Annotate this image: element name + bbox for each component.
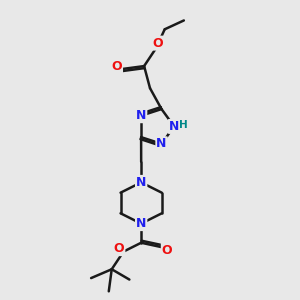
Text: N: N <box>136 109 146 122</box>
Text: O: O <box>111 60 122 73</box>
Text: N: N <box>136 176 146 189</box>
Text: N: N <box>136 217 146 230</box>
Text: O: O <box>152 37 163 50</box>
Text: O: O <box>162 244 172 256</box>
Text: O: O <box>114 242 124 255</box>
Text: H: H <box>179 120 188 130</box>
Text: N: N <box>169 120 179 133</box>
Text: N: N <box>156 137 167 150</box>
